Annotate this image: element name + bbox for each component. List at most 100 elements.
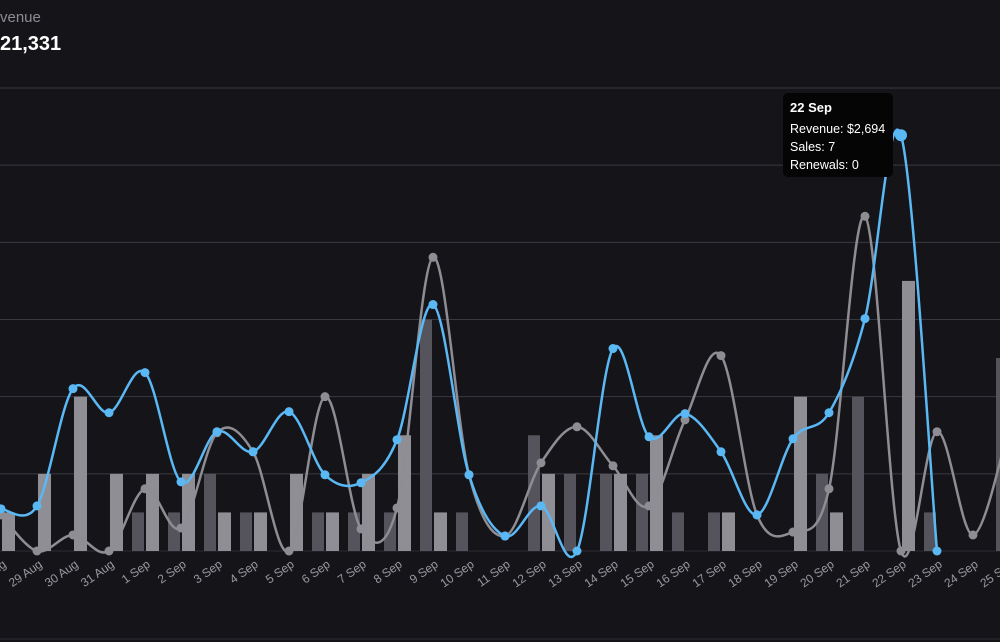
comparison-point bbox=[968, 530, 978, 540]
comparison-point bbox=[932, 427, 942, 437]
x-tick-label: 21 Sep bbox=[834, 557, 873, 590]
revenue-total: 21,331 bbox=[0, 33, 62, 55]
bar-sales bbox=[290, 473, 303, 551]
x-tick-label: 12 Sep bbox=[510, 557, 549, 590]
revenue-point bbox=[320, 470, 330, 480]
bar-sales bbox=[614, 473, 627, 551]
x-tick-label: 14 Sep bbox=[582, 557, 621, 590]
x-tick-label: 19 Sep bbox=[762, 557, 801, 590]
bar-sales bbox=[2, 512, 15, 551]
comparison-point bbox=[644, 501, 654, 511]
bar-sales bbox=[146, 473, 159, 551]
revenue-point bbox=[140, 368, 150, 378]
comparison-point bbox=[104, 546, 114, 556]
revenue-point bbox=[680, 409, 690, 419]
comparison-point bbox=[680, 415, 690, 425]
bar-renewals bbox=[312, 512, 324, 551]
x-tick-label: 8 Sep bbox=[371, 557, 405, 587]
x-tick-label: 29 Aug bbox=[6, 557, 45, 590]
bar-sales bbox=[326, 512, 339, 551]
revenue-point bbox=[824, 408, 834, 418]
x-tick-label: 23 Sep bbox=[906, 557, 945, 590]
comparison-point bbox=[392, 503, 402, 513]
x-tick-label: 24 Sep bbox=[942, 557, 981, 590]
x-tick-label: 3 Sep bbox=[191, 557, 225, 587]
bar-renewals bbox=[852, 396, 864, 551]
bar-renewals bbox=[132, 512, 144, 551]
x-tick-label: 31 Aug bbox=[78, 557, 117, 590]
revenue-point bbox=[752, 510, 762, 520]
x-tick-label: 11 Sep bbox=[474, 557, 513, 590]
tooltip-title: 22 Sep bbox=[790, 100, 832, 115]
x-tick-label: 15 Sep bbox=[618, 557, 657, 590]
comparison-point bbox=[788, 527, 798, 537]
revenue-point bbox=[608, 344, 618, 354]
revenue-point bbox=[32, 501, 42, 511]
x-tick-label: 10 Sep bbox=[438, 557, 477, 590]
x-tick-label: 28 Aug bbox=[0, 557, 9, 590]
comparison-point bbox=[32, 546, 42, 556]
comparison-point bbox=[860, 211, 870, 221]
tooltip-renewals: Renewals: 0 bbox=[790, 158, 859, 172]
comparison-point bbox=[428, 252, 438, 262]
comparison-point bbox=[824, 484, 834, 494]
x-tick-label: 20 Sep bbox=[798, 557, 837, 590]
revenue-point bbox=[644, 432, 654, 442]
bar-sales bbox=[830, 512, 843, 551]
revenue-point bbox=[356, 478, 366, 488]
revenue-point bbox=[284, 407, 294, 417]
bar-sales bbox=[218, 512, 231, 551]
revenue-point bbox=[212, 427, 222, 437]
chart-tooltip: 22 Sep Revenue: $2,694 Sales: 7 Renewals… bbox=[783, 93, 893, 177]
x-tick-label: 30 Aug bbox=[42, 557, 81, 590]
revenue-point bbox=[392, 435, 402, 445]
bar-renewals bbox=[672, 512, 684, 551]
tooltip-revenue: Revenue: $2,694 bbox=[790, 122, 886, 136]
x-tick-label: 17 Sep bbox=[690, 557, 729, 590]
bar-renewals bbox=[924, 512, 936, 551]
bar-sales bbox=[362, 473, 375, 551]
bar-renewals bbox=[636, 473, 648, 551]
bar-renewals bbox=[996, 358, 1000, 551]
revenue-point bbox=[248, 447, 258, 457]
bar-sales bbox=[434, 512, 447, 551]
revenue-point bbox=[176, 477, 186, 487]
bar-renewals bbox=[600, 473, 612, 551]
x-tick-label: 7 Sep bbox=[335, 557, 369, 587]
x-tick-label: 1 Sep bbox=[119, 557, 153, 587]
revenue-point bbox=[895, 129, 907, 142]
revenue-point bbox=[932, 546, 942, 556]
revenue-point bbox=[716, 447, 726, 457]
comparison-point bbox=[284, 546, 294, 556]
revenue-point bbox=[464, 470, 474, 480]
bar-renewals bbox=[168, 512, 180, 551]
x-tick-label: 5 Sep bbox=[263, 557, 297, 587]
revenue-point bbox=[500, 531, 510, 541]
bar-renewals bbox=[420, 319, 432, 551]
x-tick-label: 9 Sep bbox=[407, 557, 441, 587]
revenue-point bbox=[104, 408, 114, 418]
revenue-point bbox=[572, 546, 582, 556]
bar-sales bbox=[110, 473, 123, 551]
revenue-point bbox=[0, 504, 6, 514]
x-tick-label: 25 Sep bbox=[978, 557, 1000, 590]
comparison-point bbox=[356, 524, 366, 534]
tooltip-sales: Sales: 7 bbox=[790, 140, 836, 154]
comparison-point bbox=[176, 523, 186, 533]
revenue-point bbox=[788, 434, 798, 444]
x-tick-label: 13 Sep bbox=[546, 557, 585, 590]
bar-sales bbox=[794, 396, 807, 551]
bar-sales bbox=[722, 512, 735, 551]
x-tick-label: 4 Sep bbox=[227, 557, 261, 587]
bar-renewals bbox=[564, 473, 576, 551]
comparison-point bbox=[536, 458, 546, 468]
bar-sales bbox=[254, 512, 267, 551]
comparison-point bbox=[140, 484, 150, 494]
x-tick-label: 6 Sep bbox=[299, 557, 333, 587]
x-tick-label: 2 Sep bbox=[155, 557, 189, 587]
comparison-point bbox=[608, 461, 618, 471]
bar-sales bbox=[398, 435, 411, 551]
revenue-point bbox=[536, 501, 546, 511]
revenue-point bbox=[428, 300, 438, 310]
